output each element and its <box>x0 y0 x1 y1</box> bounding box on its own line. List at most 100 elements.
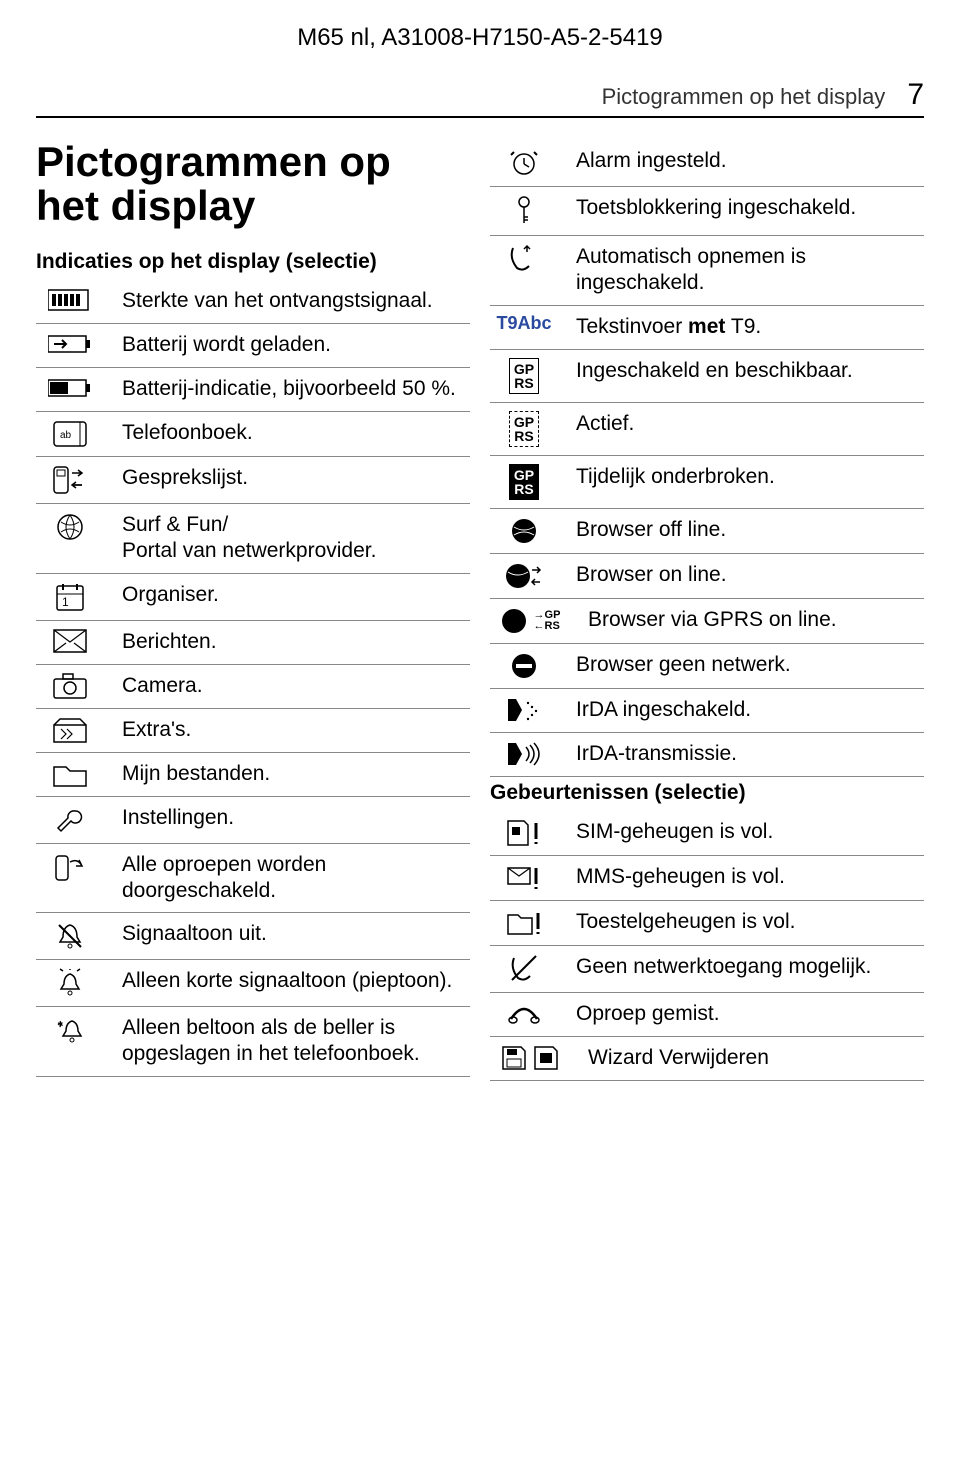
row-text: Gesprekslijst. <box>122 465 470 491</box>
call-forward-icon <box>36 852 104 882</box>
row-no-network: Geen netwerktoegang mogelijk. <box>490 946 924 993</box>
section-header: Indicaties op het display (selectie) <box>36 246 470 280</box>
alarm-clock-icon <box>490 148 558 178</box>
column-title: Pictogrammen op het display <box>36 140 470 228</box>
row-gprs-available: GPRS Ingeschakeld en beschikbaar. <box>490 350 924 403</box>
bell-star-icon <box>36 1015 104 1045</box>
row-irda-on: IrDA ingeschakeld. <box>490 689 924 733</box>
battery-level-icon <box>36 376 104 400</box>
row-text: SIM-geheugen is vol. <box>576 819 924 845</box>
row-irda-tx: IrDA-transmissie. <box>490 733 924 777</box>
missed-call-icon <box>490 1001 558 1025</box>
right-column: Alarm ingesteld. Toetsblokkering ingesch… <box>490 140 924 1081</box>
row-text: Wizard Verwijderen <box>588 1045 924 1071</box>
row-text: Browser via GPRS on line. <box>588 607 924 633</box>
row-charging: Batterij wordt geladen. <box>36 324 470 368</box>
svg-text:1: 1 <box>62 595 69 609</box>
row-text: Alarm ingesteld. <box>576 148 924 174</box>
row-text: Tijdelijk onderbroken. <box>576 464 924 490</box>
t9-icon: T9Abc <box>490 314 558 332</box>
row-text: Browser off line. <box>576 517 924 543</box>
section-header-events: Gebeurtenissen (selectie) <box>490 777 924 811</box>
battery-charging-icon <box>36 332 104 356</box>
sim-full-icon <box>490 819 558 847</box>
row-missed-call: Oproep gemist. <box>490 993 924 1037</box>
row-text: Mijn bestanden. <box>122 761 470 787</box>
organiser-icon: 1 <box>36 582 104 612</box>
left-column: Pictogrammen op het display Indicaties o… <box>36 140 470 1081</box>
no-network-icon <box>490 652 558 680</box>
row-wizard-delete: Wizard Verwijderen <box>490 1037 924 1081</box>
row-text: Toetsblokkering ingeschakeld. <box>576 195 924 221</box>
row-text: Batterij-indicatie, bijvoorbeeld 50 %. <box>122 376 470 402</box>
row-text: Surf & Fun/ Portal van netwerkprovider. <box>122 512 470 565</box>
wizard-delete-icon <box>490 1045 570 1071</box>
row-text: Ingeschakeld en beschikbaar. <box>576 358 924 384</box>
row-text: Oproep gemist. <box>576 1001 924 1027</box>
calllist-icon <box>36 465 104 495</box>
row-text: Instellingen. <box>122 805 470 831</box>
irda-tx-icon <box>490 741 558 767</box>
row-myfiles: Mijn bestanden. <box>36 753 470 797</box>
row-text: Tekstinvoer met T9. <box>576 314 924 340</box>
row-text: Alle oproepen worden doorgeschakeld. <box>122 852 470 905</box>
browser-offline-icon <box>490 517 558 545</box>
row-mem-full: Toestelgeheugen is vol. <box>490 901 924 946</box>
gprs-paused-icon: GPRS <box>490 464 558 500</box>
gprs-active-icon: GPRS <box>490 411 558 447</box>
row-text: Geen netwerktoegang mogelijk. <box>576 954 924 980</box>
phonebook-icon: ab <box>36 420 104 448</box>
row-extras: Extra's. <box>36 709 470 753</box>
bell-off-icon <box>36 921 104 951</box>
row-ring-phonebook: Alleen beltoon als de beller is opgeslag… <box>36 1007 470 1077</box>
row-browser-no-net: Browser geen netwerk. <box>490 644 924 689</box>
row-mms-full: MMS-geheugen is vol. <box>490 856 924 901</box>
row-camera: Camera. <box>36 665 470 709</box>
row-text: Actief. <box>576 411 924 437</box>
camera-icon <box>36 673 104 699</box>
columns: Pictogrammen op het display Indicaties o… <box>28 140 932 1081</box>
bell-beep-icon <box>36 968 104 998</box>
row-phonebook: ab Telefoonboek. <box>36 412 470 457</box>
browser-online-icon <box>490 562 558 590</box>
irda-on-icon <box>490 697 558 723</box>
row-browser-offline: Browser off line. <box>490 509 924 554</box>
page-header-number: 7 <box>907 78 924 112</box>
row-text: Sterkte van het ontvangstsignaal. <box>122 288 470 314</box>
row-text: Camera. <box>122 673 470 699</box>
row-text: Automatisch opnemen is ingeschakeld. <box>576 244 924 297</box>
row-beep: Alleen korte signaaltoon (pieptoon). <box>36 960 470 1007</box>
extras-icon <box>36 717 104 743</box>
wrench-icon <box>36 805 104 835</box>
row-organiser: 1 Organiser. <box>36 574 470 621</box>
row-battery-level: Batterij-indicatie, bijvoorbeeld 50 %. <box>36 368 470 412</box>
document-header: M65 nl, A31008-H7150-A5-2-5419 <box>28 24 932 52</box>
svg-text:ab: ab <box>60 430 72 441</box>
row-signal: Sterkte van het ontvangstsignaal. <box>36 280 470 324</box>
no-network-access-icon <box>490 954 558 984</box>
row-gprs-paused: GPRS Tijdelijk onderbroken. <box>490 456 924 509</box>
page-header-title: Pictogrammen op het display <box>602 84 886 110</box>
row-settings: Instellingen. <box>36 797 470 844</box>
memory-full-icon <box>490 909 558 937</box>
row-keylock: Toetsblokkering ingeschakeld. <box>490 187 924 236</box>
row-text: IrDA-transmissie. <box>576 741 924 767</box>
row-text: Organiser. <box>122 582 470 608</box>
key-lock-icon <box>490 195 558 227</box>
row-auto-answer: Automatisch opnemen is ingeschakeld. <box>490 236 924 306</box>
row-t9: T9Abc Tekstinvoer met T9. <box>490 306 924 350</box>
row-messages: Berichten. <box>36 621 470 665</box>
row-calllist: Gesprekslijst. <box>36 457 470 504</box>
page-header: Pictogrammen op het display 7 <box>36 78 924 118</box>
row-gprs-active: GPRS Actief. <box>490 403 924 456</box>
row-text: Alleen korte signaaltoon (pieptoon). <box>122 968 470 994</box>
row-text: MMS-geheugen is vol. <box>576 864 924 890</box>
globe-icon <box>36 512 104 542</box>
mms-full-icon <box>490 864 558 892</box>
row-alarm: Alarm ingesteld. <box>490 140 924 187</box>
gprs-available-icon: GPRS <box>490 358 558 394</box>
row-text: Signaaltoon uit. <box>122 921 470 947</box>
row-text: Extra's. <box>122 717 470 743</box>
envelope-icon <box>36 629 104 653</box>
folder-icon <box>36 761 104 787</box>
